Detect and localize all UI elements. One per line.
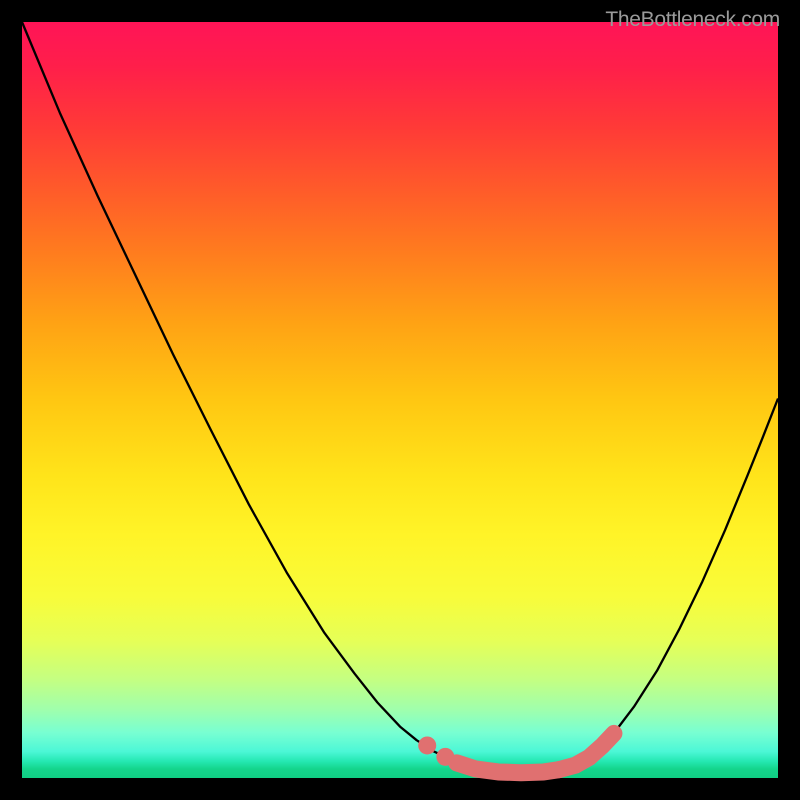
chart-canvas: TheBottleneck.com	[0, 0, 800, 800]
plot-background	[22, 22, 778, 778]
bottleneck-chart	[0, 0, 800, 800]
watermark-text: TheBottleneck.com	[605, 8, 780, 32]
